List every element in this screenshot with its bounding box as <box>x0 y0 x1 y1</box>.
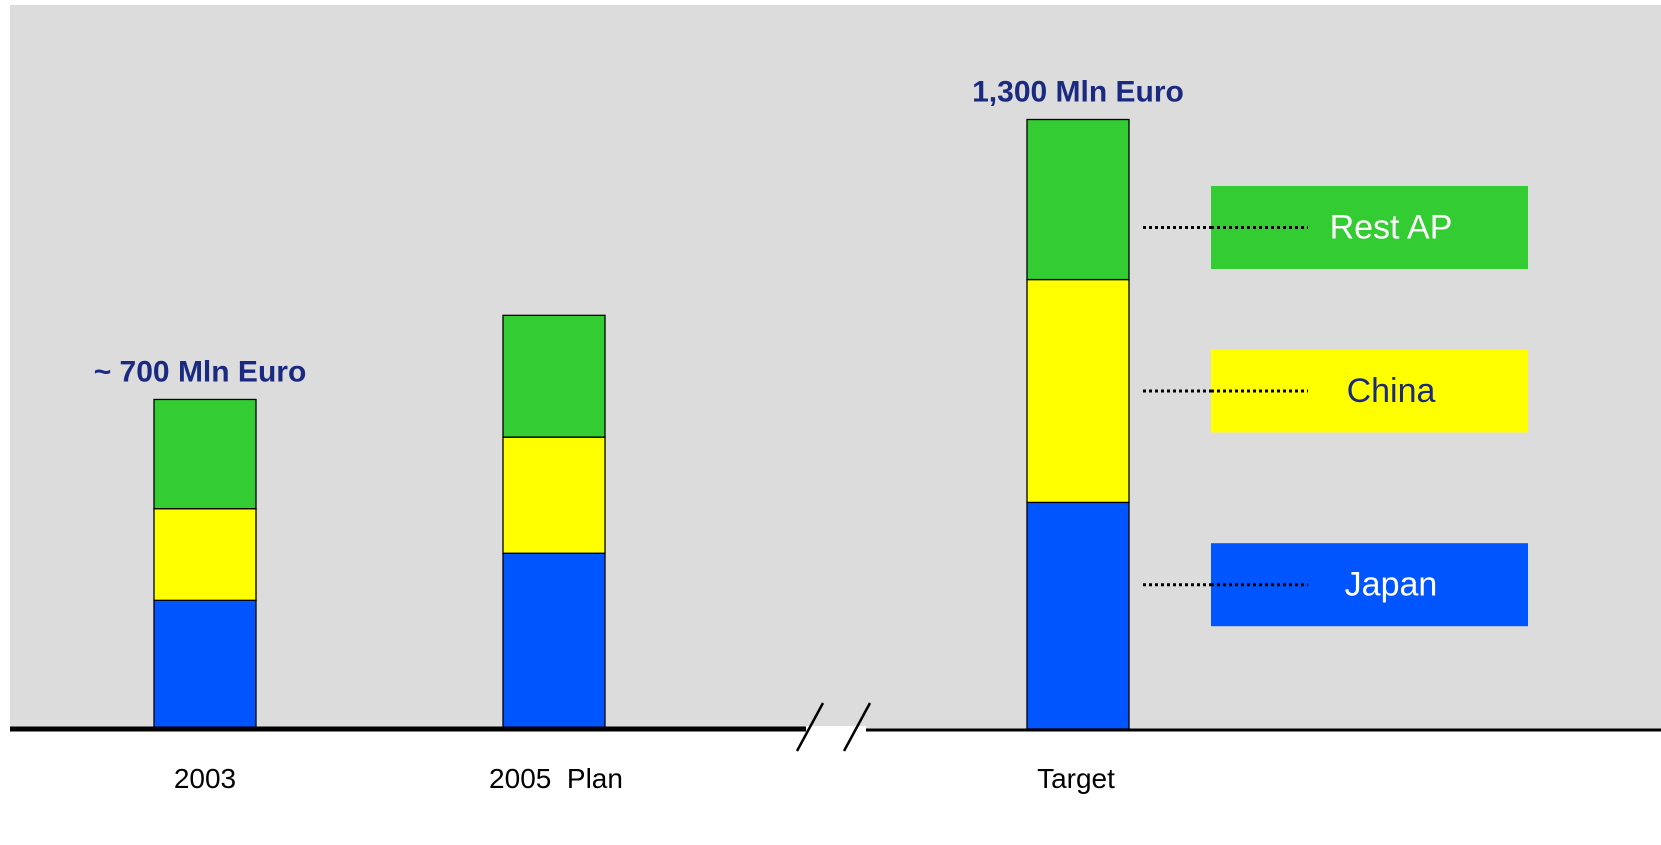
bar-2005-plan-china <box>502 436 606 554</box>
legend-label-rest-ap: Rest AP <box>1330 209 1453 247</box>
axis-break-mark-left <box>795 702 825 752</box>
bars-group <box>153 118 1130 730</box>
annotation-2003: ~ 700 Mln Euro <box>94 355 307 388</box>
x-tick-label-2005-plan: 2005 Plan <box>489 763 623 794</box>
bar-2003-china <box>153 508 257 601</box>
x-axis: 2003 2005 Plan Target <box>10 702 1661 794</box>
axis-break-gap <box>806 726 866 734</box>
annotations-group: ~ 700 Mln Euro 1,300 Mln Euro <box>94 76 1184 389</box>
bar-2005-plan-japan <box>502 552 606 730</box>
bar-target-japan <box>1026 501 1130 730</box>
x-tick-label-2003: 2003 <box>174 763 236 794</box>
bar-2005-plan-rest-ap <box>502 314 606 438</box>
legend-label-japan: Japan <box>1345 566 1438 604</box>
bar-2003-japan <box>153 599 257 730</box>
legend-label-china: China <box>1347 372 1436 410</box>
bar-target-china <box>1026 278 1130 504</box>
x-tick-label-target: Target <box>1037 763 1115 794</box>
legend-swatch-japan <box>1211 543 1528 627</box>
annotation-target: 1,300 Mln Euro <box>972 76 1184 109</box>
legend-swatch-rest-ap <box>1211 186 1528 270</box>
bar-target-rest-ap <box>1026 118 1130 281</box>
bar-2003-rest-ap <box>153 398 257 510</box>
legend: Japan China Rest AP <box>1143 186 1528 627</box>
axis-break-mark-right <box>842 702 872 752</box>
legend-swatch-china <box>1211 349 1528 433</box>
